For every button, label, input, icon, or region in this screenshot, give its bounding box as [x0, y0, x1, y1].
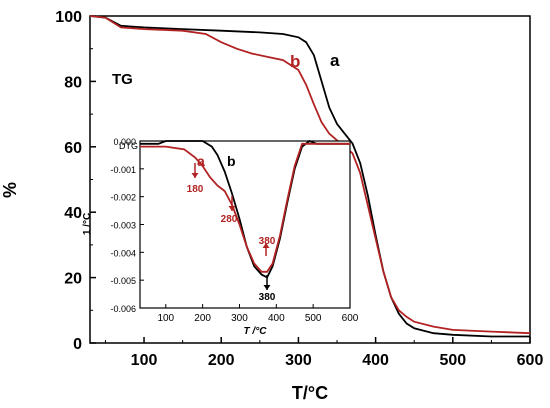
y-tick-label: 40: [64, 205, 82, 222]
series-line-a: [89, 15, 530, 338]
x-tick-label: 500: [439, 352, 466, 369]
tg-main-plot: 100 200 300 400 500 600 0 20 40 60 80 100% T/°C TG a b: [0, 9, 543, 403]
x-tick-label: 100: [131, 352, 158, 369]
x-tick-label: 300: [285, 352, 312, 369]
inset-series-line-a: [140, 142, 350, 273]
x-axis-title: T/°C: [292, 383, 328, 403]
inset-x-tick-label: 200: [194, 313, 211, 324]
inset-x-tick-label: 400: [268, 313, 285, 324]
inset-y-tick-label: -0.001: [110, 165, 136, 175]
peak-arrow-180-head: [191, 173, 199, 178]
y-tick-label: 20: [64, 271, 82, 288]
series-label-b: b: [290, 52, 300, 71]
x-tick-label: 600: [517, 352, 544, 369]
peak-arrow-280-head: [228, 206, 236, 211]
series-line-b: [89, 15, 531, 335]
panel-label-tg: TG: [112, 71, 133, 88]
inset-y-axis-title: 1 /°C: [82, 213, 93, 235]
inset-y-tick-label: -0.006: [110, 304, 136, 314]
inset-y-tick-label: 0.000: [113, 137, 136, 147]
x-tick-label: 400: [362, 352, 389, 369]
x-tick-label: 200: [208, 352, 235, 369]
y-tick-label: 0: [73, 336, 82, 353]
inset-y-tick-label: -0.002: [110, 193, 136, 203]
inset-x-axis-title: T /°C: [244, 326, 268, 337]
peak-label-180: 180: [187, 184, 204, 195]
y-tick-label: 100: [55, 9, 82, 26]
inset-series-label-b: b: [227, 153, 236, 169]
y-axis-title: %: [0, 182, 20, 198]
peak-arrow-380-red-head: [262, 243, 270, 248]
peak-label-380-red: 380: [259, 236, 276, 247]
inset-frame: [139, 140, 351, 309]
y-tick-label: 60: [64, 140, 82, 157]
inset-x-tick-label: 300: [231, 313, 248, 324]
inset-y-tick-label: -0.004: [110, 248, 136, 258]
inset-x-tick-label: 500: [305, 313, 322, 324]
inset-series-label-a: a: [197, 153, 205, 169]
peak-arrow-380-black-head: [263, 285, 271, 290]
inset-x-tick-label: 600: [342, 313, 359, 324]
peak-label-280: 280: [221, 214, 238, 225]
inset-y-tick-label: -0.005: [110, 276, 136, 286]
inset-title: DTG: [119, 141, 138, 151]
dtg-inset-plot: 100 200 300 400 500 600 0.000 -0.001 -0.002 -0.00…: [82, 137, 359, 337]
series-label-a: a: [330, 51, 340, 70]
inset-y-tick-label: -0.003: [110, 221, 136, 231]
y-tick-label: 80: [64, 74, 82, 91]
peak-label-380-black: 380: [259, 292, 276, 303]
inset-x-tick-label: 100: [157, 313, 174, 324]
inset-series-line-b: [140, 139, 350, 279]
